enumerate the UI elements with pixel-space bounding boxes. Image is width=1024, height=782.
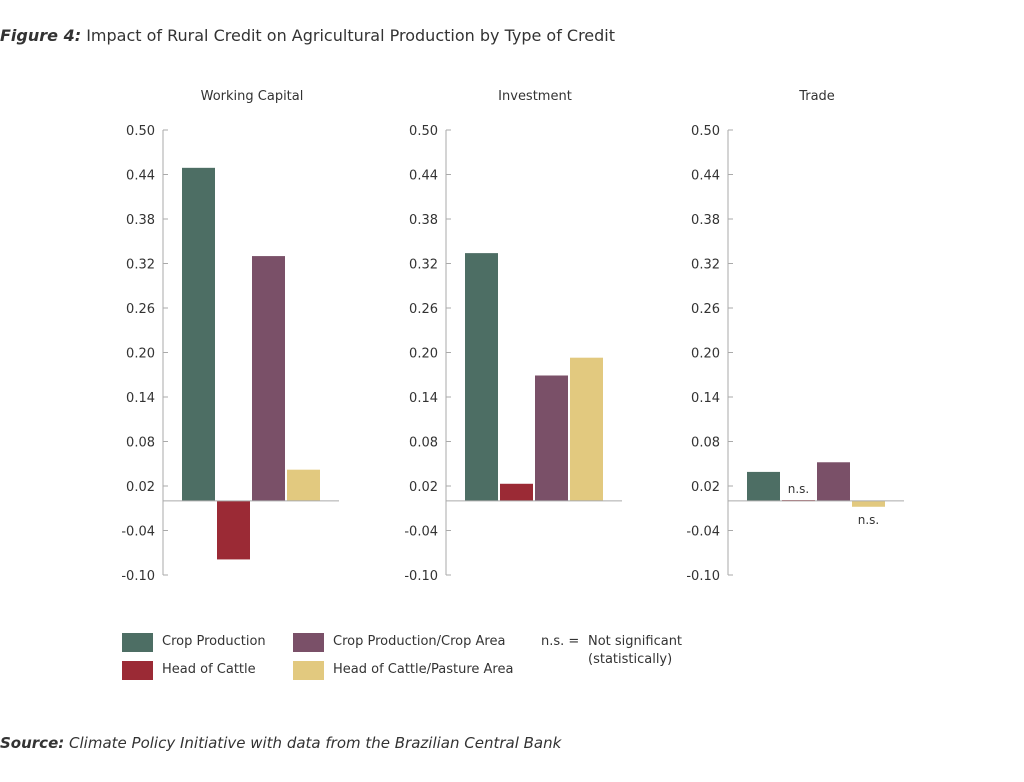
y-tick-label: 0.14	[409, 391, 438, 406]
y-tick-label: 0.02	[409, 480, 438, 495]
panel-title: Investment	[498, 89, 572, 104]
y-tick-label: 0.20	[409, 347, 438, 362]
bar-crop-production-crop-area	[252, 256, 285, 501]
y-tick-label: 0.26	[126, 302, 155, 317]
source-text: Climate Policy Initiative with data from…	[69, 734, 562, 752]
y-tick-label: 0.38	[409, 213, 438, 228]
source-note: Source: Climate Policy Initiative with d…	[0, 734, 561, 752]
legend-note-text: Not significant	[588, 634, 683, 649]
y-tick-label: -0.10	[121, 569, 155, 584]
y-tick-label: 0.08	[691, 436, 720, 451]
legend-label: Head of Cattle/Pasture Area	[333, 662, 514, 677]
source-label: Source:	[0, 734, 65, 752]
y-tick-label: 0.32	[409, 258, 438, 273]
y-tick-label: 0.32	[691, 258, 720, 273]
y-tick-label: 0.38	[691, 213, 720, 228]
bar-head-of-cattle-pasture-area	[852, 500, 885, 507]
y-tick-label: 0.50	[409, 124, 438, 139]
y-tick-label: 0.14	[691, 391, 720, 406]
legend-note-key: n.s. =	[541, 634, 580, 649]
y-tick-label: 0.32	[126, 258, 155, 273]
y-tick-label: 0.44	[126, 169, 155, 184]
bar-annotation: n.s.	[788, 482, 810, 496]
bar-crop-production-crop-area	[535, 375, 568, 501]
bar-crop-production	[465, 253, 498, 501]
bar-head-of-cattle-pasture-area	[570, 357, 603, 501]
legend-swatch-head-of-cattle	[122, 661, 153, 680]
y-tick-label: -0.10	[686, 569, 720, 584]
y-tick-label: 0.02	[691, 480, 720, 495]
y-tick-label: -0.04	[404, 525, 438, 540]
y-tick-label: 0.14	[126, 391, 155, 406]
y-tick-label: 0.50	[126, 124, 155, 139]
legend-swatch-crop-area	[293, 633, 324, 652]
y-tick-label: 0.02	[126, 480, 155, 495]
y-tick-label: -0.10	[404, 569, 438, 584]
y-tick-label: 0.26	[691, 302, 720, 317]
y-tick-label: 0.20	[691, 347, 720, 362]
legend-swatch-crop-production	[122, 633, 153, 652]
bar-crop-production-crop-area	[817, 462, 850, 501]
y-tick-label: -0.04	[686, 525, 720, 540]
legend-label: Crop Production	[162, 634, 266, 649]
y-tick-label: 0.44	[409, 169, 438, 184]
legend-note-text-2: (statistically)	[588, 652, 673, 667]
bar-head-of-cattle-pasture-area	[287, 469, 320, 501]
figure-title-text: Impact of Rural Credit on Agricultural P…	[86, 26, 616, 45]
y-tick-label: 0.50	[691, 124, 720, 139]
panel-title: Trade	[798, 89, 835, 104]
y-tick-label: 0.08	[126, 436, 155, 451]
legend-swatch-pasture-area	[293, 661, 324, 680]
y-tick-label: 0.38	[126, 213, 155, 228]
legend-label: Crop Production/Crop Area	[333, 634, 506, 649]
y-tick-label: 0.20	[126, 347, 155, 362]
legend-label: Head of Cattle	[162, 662, 256, 677]
y-tick-label: -0.04	[121, 525, 155, 540]
figure-label: Figure 4:	[0, 26, 82, 45]
bar-annotation: n.s.	[858, 513, 880, 527]
bar-crop-production	[747, 471, 780, 501]
figure-title: Figure 4: Impact of Rural Credit on Agri…	[0, 26, 615, 45]
y-tick-label: 0.44	[691, 169, 720, 184]
panel-title: Working Capital	[201, 89, 304, 104]
bar-head-of-cattle	[500, 483, 533, 501]
y-tick-label: 0.08	[409, 436, 438, 451]
y-tick-label: 0.26	[409, 302, 438, 317]
bar-crop-production	[182, 167, 215, 501]
bar-head-of-cattle	[217, 500, 250, 560]
